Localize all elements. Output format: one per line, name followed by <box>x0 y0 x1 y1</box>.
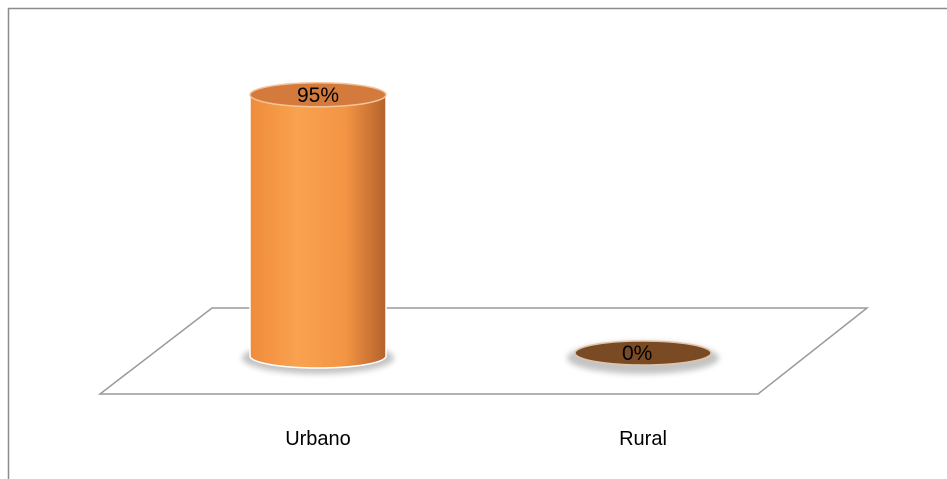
labels-layer: 95% Urbano 0% Rural <box>285 84 667 450</box>
data-label-urbano: 95% <box>297 84 339 107</box>
chart-frame <box>7 7 947 479</box>
category-label-urbano: Urbano <box>285 428 351 450</box>
data-label-rural: 0% <box>622 342 652 365</box>
floor-plane <box>97 307 870 395</box>
bars-layer <box>242 82 719 374</box>
bar-urbano <box>249 94 387 369</box>
bar-rural <box>574 340 712 366</box>
category-label-rural: Rural <box>619 428 667 450</box>
bar-top-urbano <box>249 82 387 108</box>
